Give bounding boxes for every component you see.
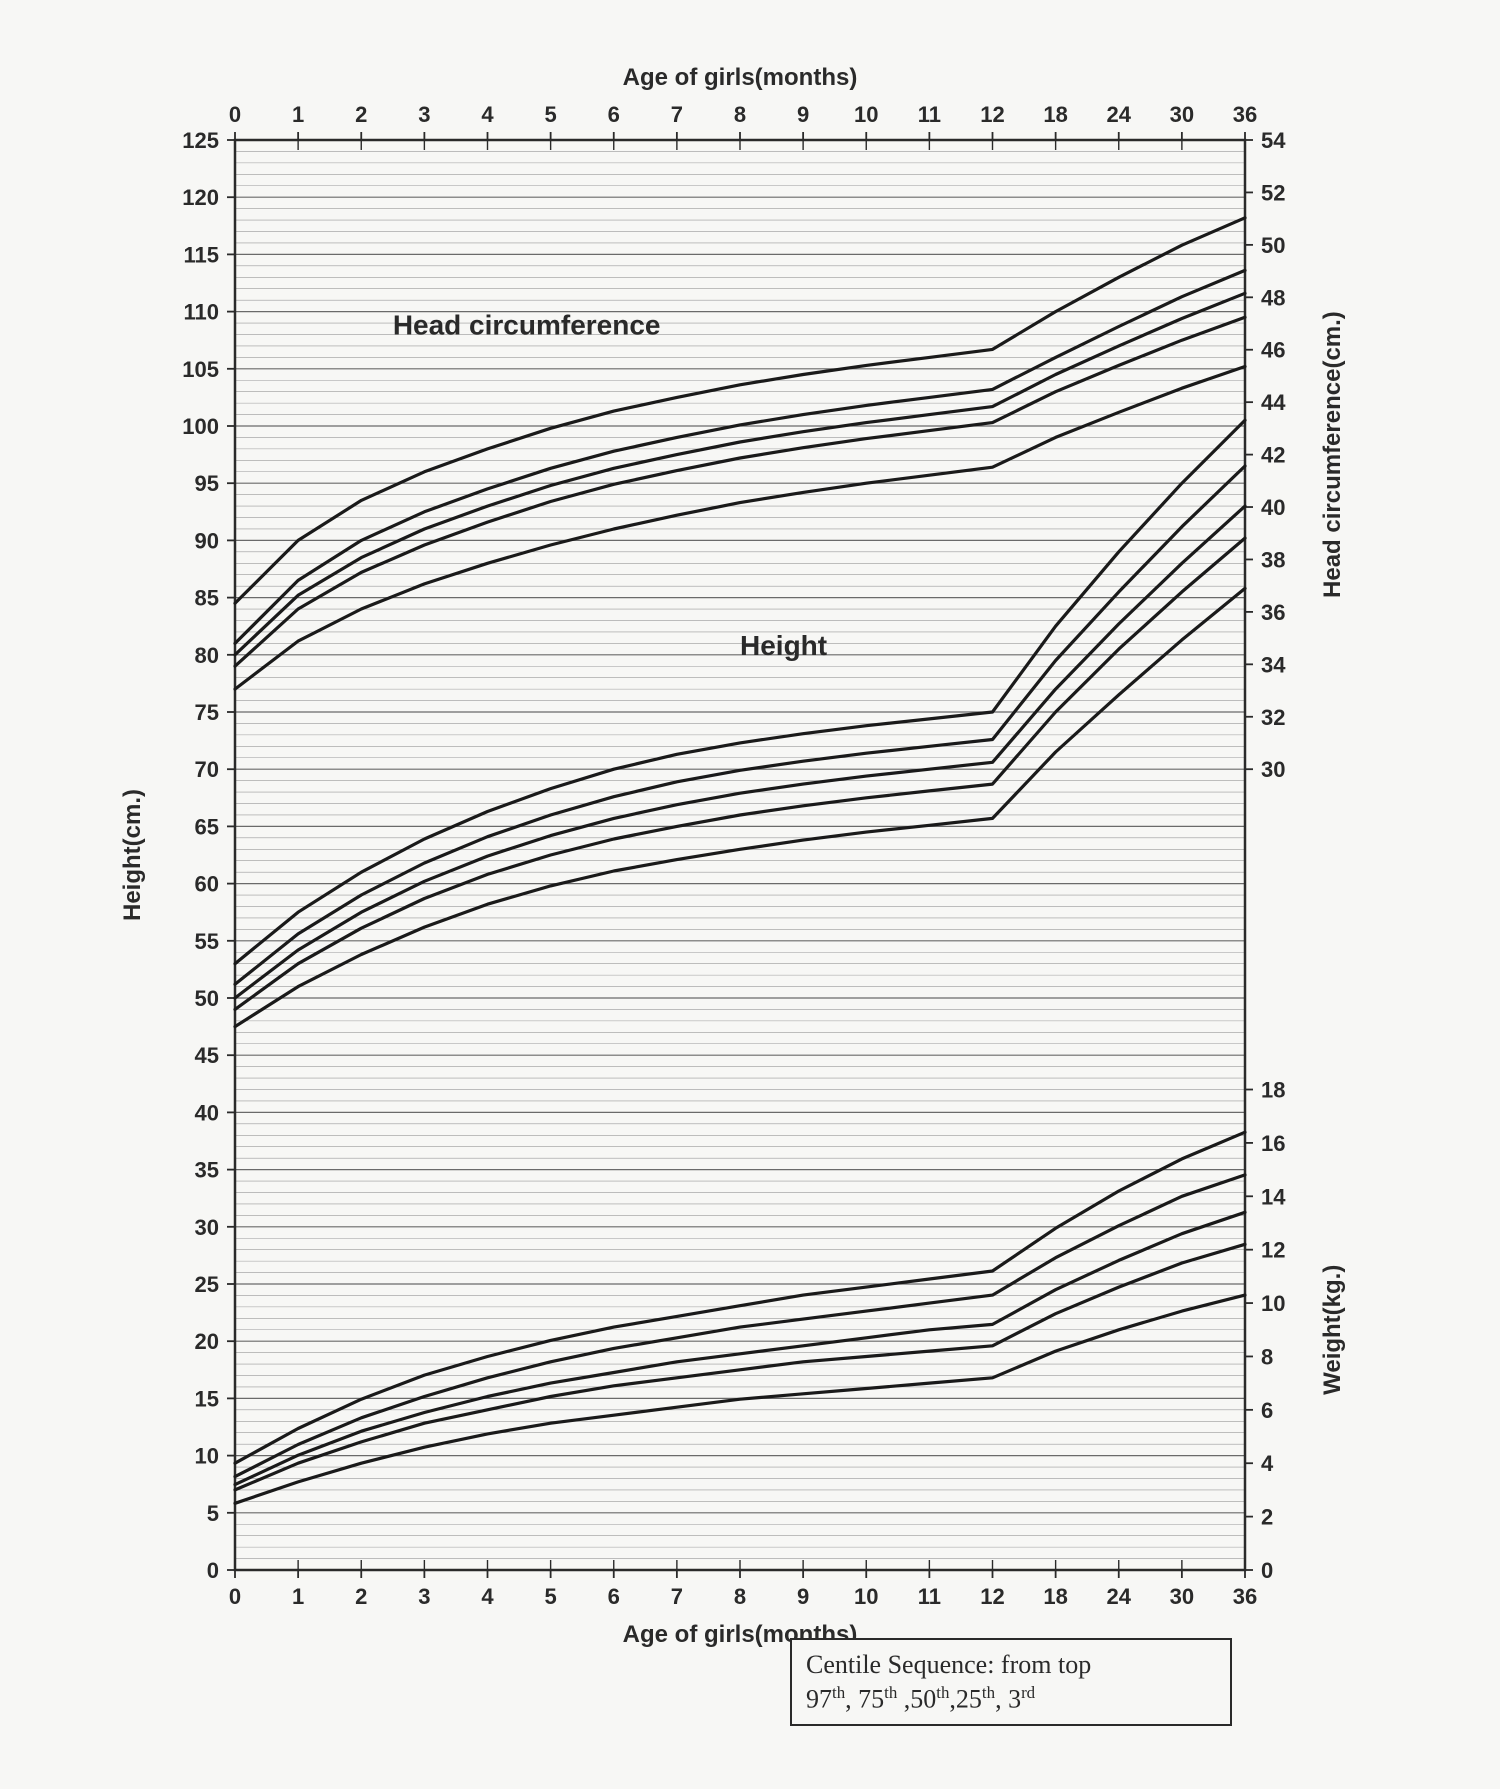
y-left-tick: 15 [195, 1386, 219, 1411]
legend-box: Centile Sequence: from top 97th, 75th ,5… [790, 1638, 1232, 1726]
x-tick-top: 2 [355, 102, 367, 127]
y-right-bottom-tick: 2 [1261, 1505, 1273, 1530]
x-tick-bottom: 36 [1233, 1584, 1257, 1609]
y-left-tick: 110 [184, 300, 220, 325]
y-left-tick: 85 [195, 586, 219, 611]
y-right-bottom-tick: 12 [1261, 1238, 1285, 1263]
y-right-top-tick: 48 [1261, 285, 1285, 310]
y-left-tick: 50 [195, 986, 219, 1011]
x-tick-top: 3 [418, 102, 430, 127]
y-left-title: Height(cm.) [119, 789, 146, 921]
x-tick-bottom: 4 [481, 1584, 494, 1609]
y-right-top-tick: 54 [1261, 128, 1286, 153]
y-left-tick: 60 [195, 872, 219, 897]
x-tick-top: 9 [797, 102, 809, 127]
y-left-tick: 45 [195, 1043, 219, 1068]
x-tick-bottom: 6 [608, 1584, 620, 1609]
y-left-tick: 30 [195, 1215, 219, 1240]
y-left-tick: 90 [195, 528, 219, 553]
y-right-top-tick: 34 [1261, 652, 1286, 677]
y-left-tick: 120 [182, 185, 219, 210]
y-right-top-tick: 44 [1261, 390, 1286, 415]
y-right-bottom-tick: 16 [1261, 1131, 1285, 1156]
y-left-tick: 95 [195, 471, 219, 496]
y-right-bottom-tick: 14 [1261, 1184, 1286, 1209]
x-tick-top: 11 [918, 102, 941, 127]
y-left-tick: 115 [184, 242, 220, 267]
y-left-tick: 80 [195, 643, 219, 668]
x-tick-bottom: 3 [418, 1584, 430, 1609]
annotation-head: Head circumference [393, 309, 661, 340]
x-tick-bottom: 1 [292, 1584, 304, 1609]
x-axis-title-top: Age of girls(months) [623, 64, 858, 91]
annotation-height: Height [740, 630, 827, 661]
x-tick-bottom: 18 [1043, 1584, 1067, 1609]
y-right-top-tick: 36 [1261, 600, 1285, 625]
x-tick-top: 7 [671, 102, 683, 127]
x-tick-bottom: 24 [1107, 1584, 1132, 1609]
x-tick-bottom: 5 [545, 1584, 557, 1609]
x-tick-top: 0 [229, 102, 241, 127]
y-left-tick: 55 [195, 929, 219, 954]
y-right-bottom-tick: 0 [1261, 1558, 1273, 1583]
y-left-tick: 65 [195, 814, 219, 839]
x-tick-bottom: 11 [918, 1584, 941, 1609]
y-right-bottom-tick: 10 [1261, 1291, 1285, 1316]
y-left-tick: 70 [195, 757, 219, 782]
y-left-tick: 35 [195, 1158, 219, 1183]
x-tick-top: 8 [734, 102, 746, 127]
y-left-tick: 75 [195, 700, 219, 725]
y-right-top-tick: 42 [1261, 443, 1285, 468]
y-right-bottom-tick: 6 [1261, 1398, 1273, 1423]
y-right-top-tick: 40 [1261, 495, 1285, 520]
x-tick-bottom: 10 [854, 1584, 878, 1609]
y-left-tick: 100 [182, 414, 219, 439]
y-right-top-tick: 38 [1261, 547, 1285, 572]
y-right-top-tick: 30 [1261, 757, 1285, 782]
y-right-bottom-tick: 4 [1261, 1451, 1274, 1476]
y-left-tick: 5 [207, 1501, 219, 1526]
y-right-top-tick: 46 [1261, 338, 1285, 363]
growth-chart: 0123456789101112182430360123456789101112… [0, 0, 1500, 1789]
x-tick-top: 10 [854, 102, 878, 127]
y-left-tick: 40 [195, 1100, 219, 1125]
y-right-top-tick: 50 [1261, 233, 1285, 258]
y-right-bottom-tick: 8 [1261, 1344, 1273, 1369]
y-right-top-tick: 32 [1261, 705, 1285, 730]
x-tick-top: 1 [292, 102, 304, 127]
page: 0123456789101112182430360123456789101112… [0, 0, 1500, 1789]
x-tick-top: 30 [1170, 102, 1194, 127]
y-left-tick: 0 [207, 1558, 219, 1583]
y-left-tick: 10 [195, 1444, 219, 1469]
x-tick-bottom: 9 [797, 1584, 809, 1609]
y-left-tick: 20 [195, 1329, 219, 1354]
y-right-bottom-tick: 18 [1261, 1078, 1285, 1103]
y-right-bottom-title: Weight(kg.) [1319, 1265, 1346, 1395]
y-left-tick: 125 [182, 128, 219, 153]
y-right-top-title: Head circumference(cm.) [1319, 311, 1346, 598]
x-tick-top: 6 [608, 102, 620, 127]
x-tick-bottom: 8 [734, 1584, 746, 1609]
x-tick-top: 4 [481, 102, 494, 127]
legend-line-2: 97th, 75th ,50th,25th, 3rd [806, 1682, 1216, 1716]
legend-line-1: Centile Sequence: from top [806, 1648, 1216, 1682]
x-tick-top: 12 [980, 102, 1004, 127]
x-tick-bottom: 12 [980, 1584, 1004, 1609]
y-left-tick: 25 [195, 1272, 219, 1297]
x-tick-top: 36 [1233, 102, 1257, 127]
x-tick-top: 5 [545, 102, 557, 127]
y-right-top-tick: 52 [1261, 180, 1285, 205]
x-tick-bottom: 30 [1170, 1584, 1194, 1609]
x-tick-bottom: 7 [671, 1584, 683, 1609]
x-tick-top: 24 [1107, 102, 1132, 127]
x-tick-bottom: 2 [355, 1584, 367, 1609]
x-tick-top: 18 [1043, 102, 1067, 127]
x-tick-bottom: 0 [229, 1584, 241, 1609]
y-left-tick: 105 [182, 357, 219, 382]
